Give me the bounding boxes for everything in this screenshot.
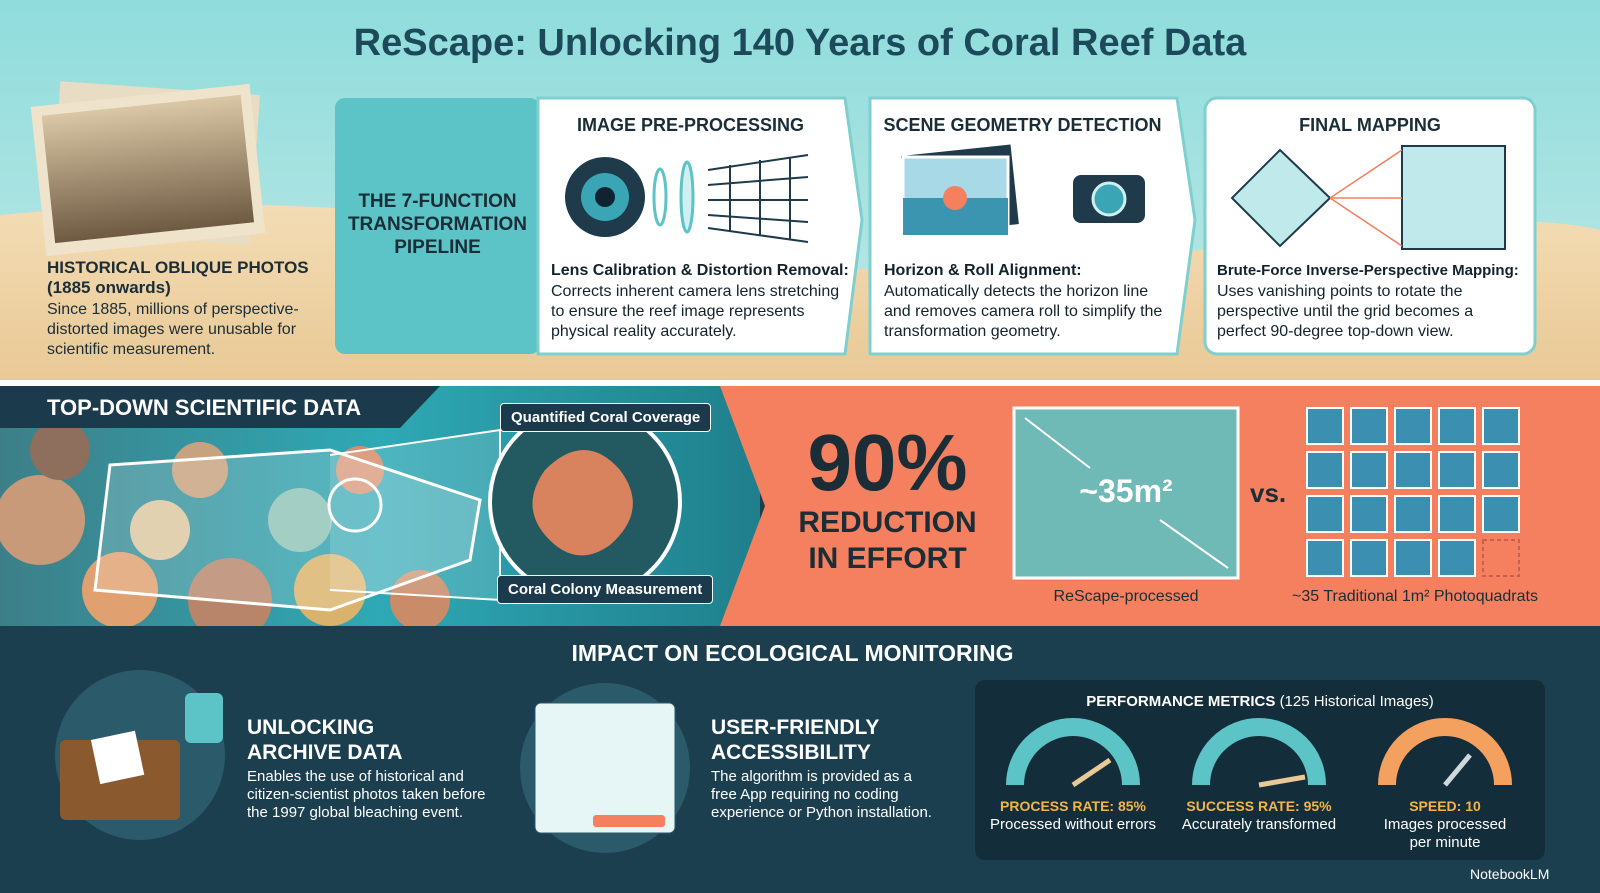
impact-item-title: UNLOCKING ARCHIVE DATA <box>247 716 403 764</box>
divider <box>0 380 1600 386</box>
mapping-icon <box>1230 145 1506 250</box>
metrics-subtitle: (125 Historical Images) <box>1279 693 1434 710</box>
app-button <box>593 815 665 827</box>
metric-label: SPEED: 10 <box>1409 798 1481 814</box>
photoquadrat <box>1482 539 1520 577</box>
brand: NotebookLM <box>1470 866 1550 882</box>
step-title: SCENE GEOMETRY DETECTION <box>883 115 1162 135</box>
photoquadrat <box>1394 451 1432 489</box>
banner-bg <box>0 386 440 428</box>
zoom-beam <box>329 428 501 602</box>
gauges <box>1006 718 1512 788</box>
photoquadrat <box>1438 451 1476 489</box>
photo-icon <box>90 730 145 785</box>
photoquadrat <box>1438 539 1476 577</box>
step-text: Uses vanishing points to rotate the pers… <box>1217 283 1474 340</box>
photoquadrat <box>1350 539 1388 577</box>
impact-item-text: The algorithm is provided as a free App … <box>711 768 932 821</box>
banner: TOP-DOWN SCIENTIFIC DATA <box>47 395 362 420</box>
photoquadrat <box>1350 451 1388 489</box>
metric-label: PROCESS RATE: 85% <box>1000 798 1146 814</box>
photoquadrat <box>1438 495 1476 533</box>
step-subtitle: Horizon & Roll Alignment: <box>884 262 1082 279</box>
chest-icon <box>60 740 180 820</box>
photoquadrat <box>1306 451 1344 489</box>
title: ReScape: Unlocking 140 Years of Coral Re… <box>353 22 1247 64</box>
lens-icon <box>565 154 809 243</box>
impact-title: IMPACT ON ECOLOGICAL MONITORING <box>571 640 1014 666</box>
photoquadrat <box>1350 495 1388 533</box>
photoquadrat <box>1438 407 1476 445</box>
photoquadrat <box>1306 495 1344 533</box>
intro-text: Since 1885, millions of perspective-dist… <box>47 301 299 358</box>
intro-heading: HISTORICAL OBLIQUE PHOTOS (1885 onwards) <box>47 258 309 297</box>
photoquadrat <box>1394 539 1432 577</box>
area-label: ~35m² <box>1079 473 1173 509</box>
horizon-icon <box>901 144 1145 237</box>
callout: Quantified Coral Coverage <box>500 403 712 432</box>
impact-item-title: USER-FRIENDLY ACCESSIBILITY <box>711 716 880 764</box>
app-icon <box>534 702 676 834</box>
mapped-grid <box>93 448 482 612</box>
caption: ~35 Traditional 1m² Photoquadrats <box>1292 588 1538 605</box>
metric-label: SUCCESS RATE: 95% <box>1186 798 1332 814</box>
vs-label: vs. <box>1250 478 1287 508</box>
caption: ReScape-processed <box>1053 588 1199 605</box>
metric-text: Accurately transformed <box>1181 816 1337 833</box>
arrow <box>1024 417 1091 469</box>
metrics-panel <box>975 680 1545 860</box>
photoquadrat <box>1482 407 1520 445</box>
photoquadrat <box>1394 495 1432 533</box>
step-title: FINAL MAPPING <box>1299 115 1441 135</box>
metric-text: Processed without errors <box>990 816 1156 833</box>
metrics-title: PERFORMANCE METRICS <box>1086 693 1276 710</box>
reduction-text: REDUCTION IN EFFORT <box>798 506 977 575</box>
photoquadrats <box>1306 407 1520 577</box>
historic-photos <box>30 81 266 257</box>
pipeline-label-box <box>335 98 540 354</box>
step-subtitle: Brute-Force Inverse-Perspective Mapping: <box>1217 262 1519 279</box>
photoquadrat <box>1350 407 1388 445</box>
reduction-figure: 90% <box>807 418 968 507</box>
zoom-circle <box>327 477 383 533</box>
pipeline-label: THE 7-FUNCTION TRANSFORMATION PIPELINE <box>347 191 528 258</box>
step-text: Corrects inherent camera lens stretching… <box>551 283 840 340</box>
impact-item-text: Enables the use of historical and citize… <box>247 768 486 821</box>
photoquadrat <box>1482 451 1520 489</box>
metric-text: Images processed per minute <box>1383 816 1507 851</box>
step-title: IMAGE PRE-PROCESSING <box>576 115 805 135</box>
photoquadrat <box>1306 407 1344 445</box>
photoquadrat <box>1394 407 1432 445</box>
arrow <box>1159 519 1229 569</box>
step-subtitle: Lens Calibration & Distortion Removal: <box>551 262 849 279</box>
photoquadrat <box>1482 495 1520 533</box>
step-text: Automatically detects the horizon line a… <box>884 283 1163 340</box>
database-icon <box>185 693 223 743</box>
photoquadrat <box>1306 539 1344 577</box>
callout: Coral Colony Measurement <box>497 575 714 604</box>
coral-colony <box>532 450 633 556</box>
